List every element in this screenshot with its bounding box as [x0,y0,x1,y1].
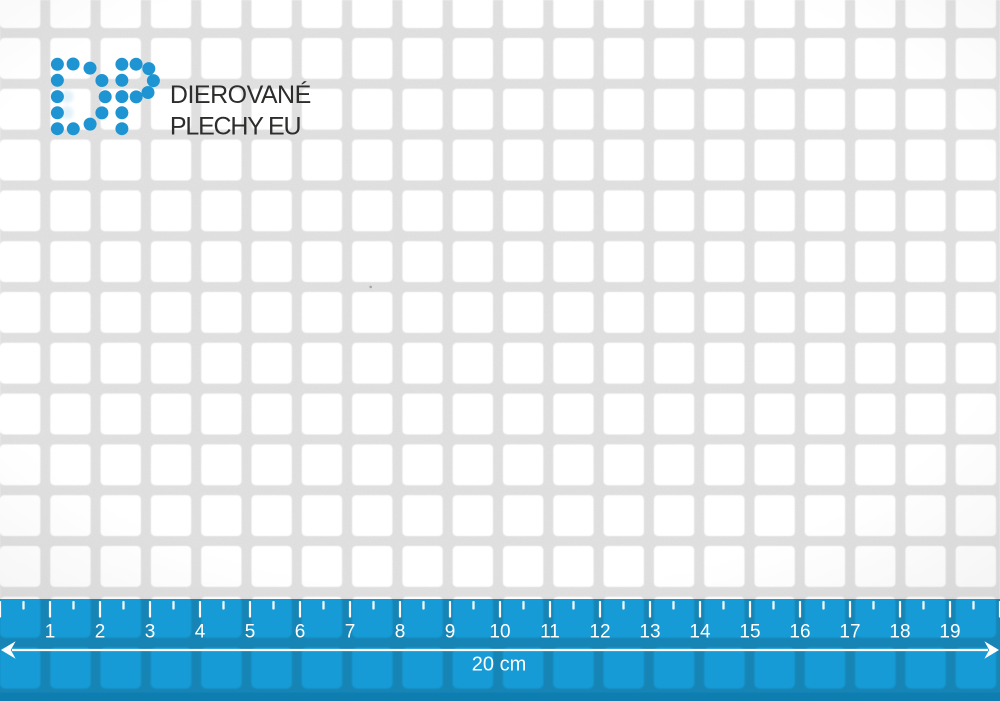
svg-text:DIEROVANÉ: DIEROVANÉ [170,80,311,109]
svg-text:16: 16 [789,622,810,643]
svg-text:PLECHY EU: PLECHY EU [170,113,301,141]
svg-text:19: 19 [939,622,960,643]
svg-text:8: 8 [395,622,406,643]
svg-text:13: 13 [639,622,660,643]
svg-text:1: 1 [45,622,56,643]
svg-text:20 cm: 20 cm [472,654,526,676]
svg-text:7: 7 [345,622,356,643]
svg-text:15: 15 [739,622,760,643]
svg-text:11: 11 [540,622,560,643]
svg-text:2: 2 [95,622,106,643]
svg-text:18: 18 [889,622,910,643]
svg-text:5: 5 [245,622,256,643]
svg-text:17: 17 [839,622,860,643]
svg-text:4: 4 [195,622,206,643]
svg-text:12: 12 [589,622,610,643]
svg-text:9: 9 [445,622,456,643]
svg-text:6: 6 [295,622,306,643]
svg-text:3: 3 [145,622,156,643]
svg-text:10: 10 [489,622,510,643]
svg-text:14: 14 [689,622,711,643]
